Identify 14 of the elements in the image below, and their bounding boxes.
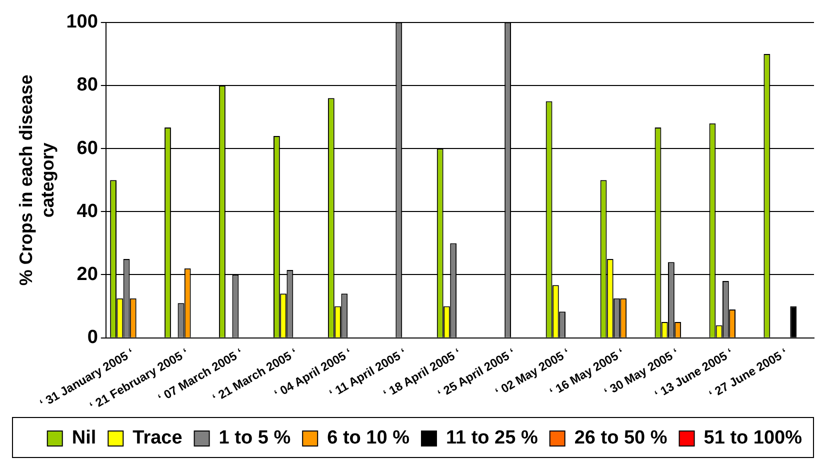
legend-label: 1 to 5 % bbox=[218, 428, 291, 449]
y-tick-label: 80 bbox=[76, 74, 98, 96]
y-tick-label: 60 bbox=[76, 138, 98, 159]
legend-label: Trace bbox=[132, 428, 182, 449]
legend-label: 26 to 50 % bbox=[574, 428, 668, 449]
legend-label: 51 to 100% bbox=[704, 428, 802, 449]
y-tick-label: 100 bbox=[66, 12, 98, 33]
legend-label: Nil bbox=[72, 428, 96, 449]
y-axis-title: % Crops in each disease category bbox=[16, 74, 58, 286]
y-tick-label: 40 bbox=[76, 200, 98, 222]
y-tick-label: 20 bbox=[76, 264, 98, 285]
legend-label: 6 to 10 % bbox=[327, 428, 410, 449]
y-tick-label: 0 bbox=[87, 327, 98, 348]
legend-label: 11 to 25 % bbox=[446, 428, 538, 449]
